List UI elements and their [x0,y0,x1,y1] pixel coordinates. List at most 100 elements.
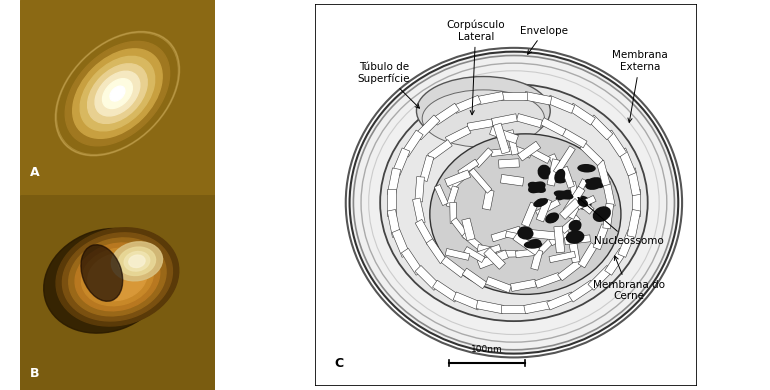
Polygon shape [464,246,485,262]
Polygon shape [445,126,471,144]
Polygon shape [515,249,537,258]
Polygon shape [401,248,424,275]
Polygon shape [593,224,609,250]
Ellipse shape [574,195,591,210]
Polygon shape [490,126,518,144]
Polygon shape [557,259,582,281]
Polygon shape [564,235,591,245]
Polygon shape [511,279,537,291]
Polygon shape [529,148,551,163]
Ellipse shape [82,248,153,306]
Polygon shape [513,233,540,255]
Ellipse shape [380,84,648,321]
Ellipse shape [72,49,162,138]
Polygon shape [536,199,561,216]
Ellipse shape [129,255,145,268]
Polygon shape [420,156,434,181]
Polygon shape [561,215,581,234]
Polygon shape [578,243,598,268]
Polygon shape [454,292,481,310]
Ellipse shape [88,253,147,301]
Polygon shape [446,186,459,208]
Polygon shape [427,140,452,160]
Ellipse shape [578,198,588,207]
Polygon shape [434,184,448,206]
Polygon shape [415,266,440,290]
Polygon shape [433,280,460,302]
Polygon shape [632,189,641,216]
Ellipse shape [595,209,608,220]
Ellipse shape [62,39,172,148]
Ellipse shape [554,190,574,200]
Ellipse shape [554,169,565,183]
Polygon shape [482,190,494,210]
Polygon shape [500,174,524,186]
Text: Envelope: Envelope [521,26,568,54]
Ellipse shape [569,220,581,231]
Ellipse shape [417,76,551,145]
Polygon shape [588,266,613,290]
Text: B: B [30,367,39,380]
Polygon shape [392,229,410,257]
Polygon shape [450,202,457,223]
Ellipse shape [536,199,546,207]
Polygon shape [426,239,447,264]
Ellipse shape [556,190,571,200]
Polygon shape [618,148,636,176]
Polygon shape [574,196,594,214]
Ellipse shape [124,252,149,271]
Polygon shape [627,209,641,238]
Ellipse shape [422,90,544,147]
Polygon shape [562,129,587,148]
Ellipse shape [579,165,594,172]
Polygon shape [521,202,538,227]
Ellipse shape [350,51,678,354]
Ellipse shape [110,86,125,101]
Ellipse shape [585,177,604,190]
Polygon shape [569,241,580,263]
Polygon shape [541,118,566,136]
Ellipse shape [538,168,551,177]
Ellipse shape [528,181,546,193]
Ellipse shape [537,165,551,179]
Polygon shape [387,168,400,196]
Ellipse shape [62,233,172,321]
Polygon shape [571,179,588,204]
Polygon shape [530,230,559,240]
Polygon shape [469,168,492,193]
Polygon shape [517,141,541,161]
Text: Nucleossomo: Nucleossomo [578,197,664,246]
Polygon shape [548,154,563,176]
Polygon shape [500,305,527,313]
Ellipse shape [568,220,581,231]
Ellipse shape [578,164,596,172]
Ellipse shape [119,247,156,275]
Polygon shape [547,159,560,186]
Ellipse shape [524,239,541,250]
Polygon shape [401,130,424,157]
Polygon shape [627,168,641,196]
Polygon shape [433,103,460,125]
Ellipse shape [58,34,177,153]
Polygon shape [604,248,627,275]
Polygon shape [507,130,518,155]
Polygon shape [554,226,564,253]
Polygon shape [484,248,505,269]
Polygon shape [524,92,552,105]
Text: Membrana
Externa: Membrana Externa [612,50,668,122]
Polygon shape [568,280,595,302]
Ellipse shape [112,242,162,281]
Polygon shape [486,277,511,292]
Polygon shape [549,229,571,246]
Polygon shape [476,92,504,105]
Polygon shape [534,238,554,257]
Polygon shape [462,218,475,241]
Polygon shape [415,115,440,140]
Text: 100nm: 100nm [471,345,503,354]
Polygon shape [447,172,467,191]
Ellipse shape [80,56,155,131]
Polygon shape [534,273,561,288]
Ellipse shape [585,179,604,188]
Ellipse shape [547,214,557,222]
Polygon shape [588,115,613,140]
